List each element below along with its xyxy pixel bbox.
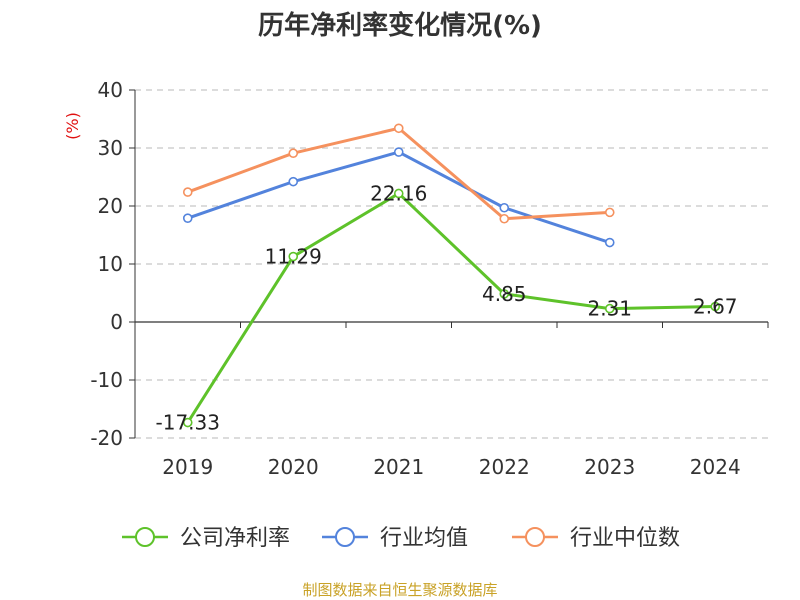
legend: 公司净利率 行业均值 行业中位数	[122, 526, 680, 551]
data-point	[604, 237, 615, 248]
legend-label: 行业均值	[380, 526, 468, 551]
data-point	[182, 187, 193, 197]
data-point	[499, 202, 510, 213]
series-lines	[182, 123, 721, 428]
data-point	[288, 148, 299, 159]
data-point	[499, 289, 510, 299]
data-point	[288, 251, 299, 262]
data-label: -17.33	[156, 411, 220, 435]
data-point	[499, 213, 510, 224]
y-tick-label: 0	[110, 310, 123, 334]
y-tick-label: 10	[98, 252, 123, 276]
data-point	[182, 213, 193, 223]
source-note: 制图数据来自恒生聚源数据库	[302, 581, 497, 599]
y-tick-label: -10	[90, 368, 123, 392]
data-point	[710, 301, 721, 312]
data-label: 2.31	[587, 297, 632, 321]
x-tick-label: 2019	[162, 455, 213, 479]
x-tick-label: 2020	[268, 455, 319, 479]
data-point	[604, 207, 615, 218]
y-tick-labels: -20 -10 0 10 20 30 40	[90, 78, 123, 450]
x-tick-label: 2022	[479, 455, 530, 479]
legend-label: 公司净利率	[180, 526, 290, 551]
y-tick-label: 20	[98, 194, 123, 218]
x-tick-label: 2023	[584, 455, 635, 479]
data-point	[604, 303, 615, 314]
x-tick-labels: 2019 2020 2021 2022 2023 2024	[162, 455, 740, 479]
legend-label: 行业中位数	[570, 526, 680, 551]
data-label: 22.16	[370, 181, 427, 205]
y-tick-label: 30	[98, 136, 123, 160]
legend-marker	[335, 527, 355, 547]
y-tick-label: 40	[98, 78, 123, 102]
x-tick-label: 2021	[373, 455, 424, 479]
axes	[134, 90, 769, 438]
y-axis-label: (%)	[63, 112, 82, 140]
gridlines	[129, 89, 768, 439]
data-point	[393, 188, 404, 199]
data-point	[182, 417, 193, 428]
data-point	[393, 147, 404, 157]
data-labels: -17.33 11.29 22.16 4.85 2.31 2.67	[156, 181, 738, 434]
series-line-0	[186, 191, 716, 424]
data-point	[288, 176, 299, 187]
legend-marker	[525, 527, 545, 547]
y-tick-label: -20	[90, 426, 123, 450]
legend-marker	[135, 527, 155, 547]
data-label: 2.67	[693, 295, 738, 319]
data-point	[393, 123, 404, 134]
x-tick-label: 2024	[690, 455, 741, 479]
data-label: 11.29	[265, 245, 322, 269]
chart-title: 历年净利率变化情况(%)	[258, 10, 542, 41]
data-label: 4.85	[482, 282, 527, 306]
